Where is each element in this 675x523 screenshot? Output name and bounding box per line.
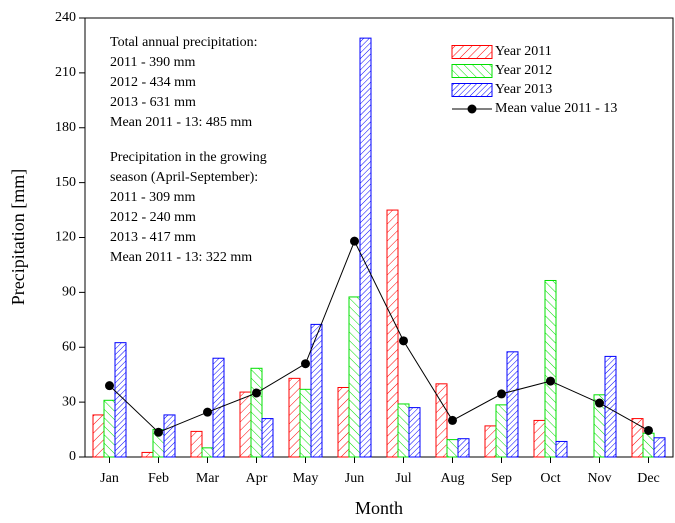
bar: [408, 407, 421, 458]
bar: [310, 323, 323, 458]
y-tick-label: 180: [55, 120, 76, 135]
x-tick-label: May: [293, 471, 319, 486]
legend-label: Mean value 2011 - 13: [495, 101, 617, 116]
annotation: 2011 - 390 mm: [110, 55, 196, 70]
bar: [261, 418, 274, 458]
x-tick-label: Jan: [100, 471, 119, 486]
bar: [190, 430, 203, 458]
mean-line: [109, 239, 649, 433]
x-tick-label: Jul: [395, 471, 411, 486]
bar: [555, 440, 568, 458]
bar: [506, 351, 519, 458]
y-axis-title: Precipitation [mm]: [8, 169, 28, 305]
bar: [299, 388, 312, 458]
mean-point: [203, 407, 212, 417]
legend-swatch: [451, 64, 493, 78]
bar: [288, 377, 301, 458]
annotation: 2012 - 240 mm: [110, 210, 196, 225]
mean-point: [546, 376, 555, 386]
x-tick-label: Mar: [196, 471, 220, 486]
annotation: Mean 2011 - 13: 485 mm: [110, 115, 252, 130]
mean-point: [301, 359, 310, 369]
mean-point: [154, 427, 163, 437]
bar: [103, 399, 116, 458]
bar: [141, 451, 154, 458]
x-tick-label: Apr: [246, 471, 268, 486]
y-tick-label: 120: [55, 230, 76, 245]
bar: [163, 414, 176, 458]
mean-point: [644, 425, 653, 435]
bar: [348, 296, 361, 458]
mean-point: [252, 388, 261, 398]
bar: [484, 425, 497, 458]
bar: [533, 419, 546, 458]
bar: [201, 447, 214, 458]
annotation: 2011 - 309 mm: [110, 190, 196, 205]
legend-swatch: [451, 45, 493, 59]
y-tick-label: 150: [55, 175, 76, 190]
annotation: Precipitation in the growing: [110, 150, 267, 165]
bar: [544, 279, 557, 458]
x-tick-label: Aug: [440, 471, 464, 486]
annotation: 2012 - 434 mm: [110, 75, 196, 90]
bar: [446, 439, 459, 458]
legend-label: Year 2011: [495, 44, 552, 59]
bar: [250, 367, 263, 458]
legend-swatch: [451, 83, 493, 97]
bar: [386, 209, 399, 458]
bar: [337, 386, 350, 458]
x-tick-label: Feb: [148, 471, 169, 486]
bar: [435, 383, 448, 458]
y-tick-label: 210: [55, 65, 76, 80]
y-tick-label: 240: [55, 10, 76, 25]
x-tick-label: Dec: [637, 471, 660, 486]
y-tick-label: 60: [62, 339, 76, 354]
y-tick-label: 30: [62, 394, 76, 409]
bar: [653, 437, 666, 458]
annotation: 2013 - 417 mm: [110, 230, 196, 245]
mean-point: [105, 381, 114, 391]
legend-label: Year 2012: [495, 63, 552, 78]
annotation: Total annual precipitation:: [110, 35, 258, 50]
x-tick-label: Jun: [345, 471, 364, 486]
y-tick-label: 0: [69, 449, 76, 464]
bar: [114, 342, 127, 458]
annotation: season (April-September):: [110, 170, 258, 185]
bar: [239, 391, 252, 458]
mean-point: [350, 236, 359, 246]
x-tick-label: Oct: [540, 471, 560, 486]
mean-point: [595, 398, 604, 408]
bar: [604, 355, 617, 458]
legend-marker: [467, 104, 477, 114]
x-axis-title: Month: [355, 498, 403, 518]
mean-point: [497, 389, 506, 399]
legend-label: Year 2013: [495, 82, 552, 97]
mean-point: [399, 336, 408, 346]
bar: [495, 404, 508, 458]
x-tick-label: Sep: [491, 471, 512, 486]
bar: [359, 37, 372, 458]
bar: [92, 414, 105, 458]
annotation: Mean 2011 - 13: 322 mm: [110, 250, 252, 265]
x-tick-label: Nov: [587, 471, 611, 486]
mean-point: [448, 415, 457, 425]
bar: [397, 403, 410, 458]
y-tick-label: 90: [62, 285, 76, 300]
bar: [457, 438, 470, 458]
bar: [642, 432, 655, 458]
annotation: 2013 - 631 mm: [110, 95, 196, 110]
